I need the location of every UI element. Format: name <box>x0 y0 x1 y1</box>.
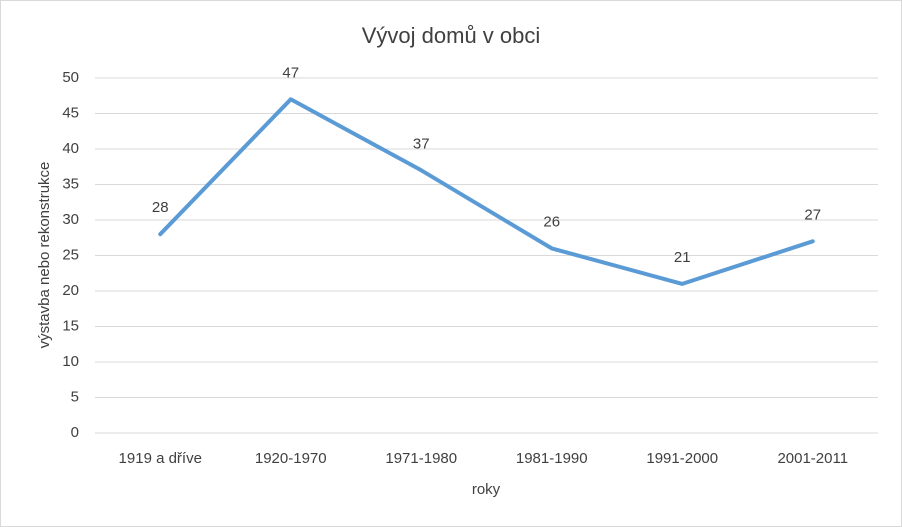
y-tick-label: 10 <box>62 353 79 370</box>
y-tick-label: 45 <box>62 104 79 121</box>
y-tick-label: 30 <box>62 211 79 228</box>
data-label: 47 <box>282 64 299 81</box>
x-tick-label: 2001-2011 <box>777 450 848 467</box>
y-tick-label: 25 <box>62 246 79 263</box>
data-label: 27 <box>804 206 821 223</box>
x-tick-label: 1919 a dříve <box>119 450 202 467</box>
data-label: 26 <box>543 213 560 230</box>
x-axis-label: roky <box>472 481 501 498</box>
y-tick-label: 0 <box>71 424 79 441</box>
y-tick-label: 5 <box>71 388 79 405</box>
y-tick-label: 50 <box>62 69 79 86</box>
data-label: 21 <box>674 249 691 266</box>
data-label: 37 <box>413 135 430 152</box>
y-axis-label: výstavba nebo rekonstrukce <box>36 162 53 349</box>
y-tick-label: 15 <box>62 317 79 334</box>
y-tick-label: 40 <box>62 140 79 157</box>
x-tick-label: 1971-1980 <box>385 450 457 467</box>
x-tick-label: 1991-2000 <box>646 450 718 467</box>
chart-title: Vývoj domů v obci <box>362 23 541 48</box>
data-label: 28 <box>152 199 169 216</box>
x-tick-label: 1981-1990 <box>516 450 588 467</box>
x-tick-label: 1920-1970 <box>255 450 327 467</box>
y-tick-label: 20 <box>62 282 79 299</box>
y-tick-label: 35 <box>62 175 79 192</box>
line-series <box>158 97 815 286</box>
